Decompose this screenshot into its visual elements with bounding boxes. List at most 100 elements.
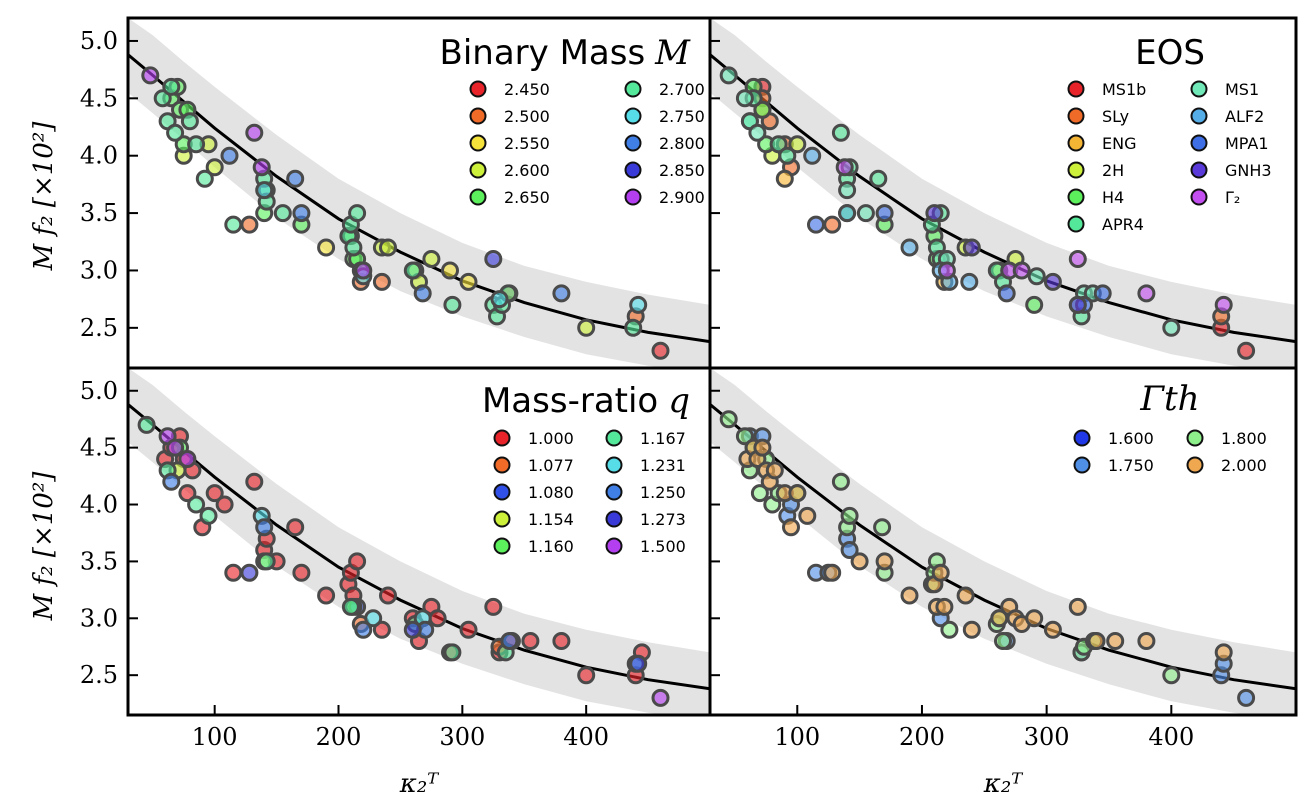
- data-point: [1068, 295, 1087, 314]
- data-point: [750, 484, 769, 503]
- data-point: [372, 620, 391, 639]
- scatter-points: [719, 66, 1256, 360]
- data-point: [441, 261, 459, 280]
- data-point: [245, 123, 264, 142]
- x-axis-label-right: κ₂ᵀ: [983, 769, 1023, 799]
- data-point: [719, 410, 738, 429]
- panel-frame: [708, 366, 1298, 717]
- data-point: [994, 632, 1012, 650]
- y-tick-label: 3.5: [80, 547, 118, 575]
- x-tick-label: 400: [1148, 723, 1194, 751]
- y-ticks: 2.5 3.0 3.5 4.0 4.5 5.0: [80, 27, 138, 342]
- legend-marker: [1067, 107, 1085, 125]
- data-point: [500, 632, 519, 650]
- data-point: [831, 123, 850, 142]
- data-point: [292, 563, 311, 582]
- scatter-points: [719, 410, 1256, 707]
- data-point: [807, 215, 825, 234]
- data-point: [1012, 261, 1031, 280]
- legend-label: ENG: [1102, 134, 1136, 153]
- data-point: [1068, 597, 1087, 616]
- y-ticks: 2.5 3.0 3.5 4.0 4.5 5.0: [80, 377, 138, 689]
- data-point: [1214, 295, 1233, 314]
- legend: 2.450 2.500 2.550 2.600 2.650 2.700 2.750 2.800…: [469, 80, 705, 207]
- x-tick-label: 200: [899, 723, 945, 751]
- data-point: [753, 438, 772, 457]
- legend-marker: [605, 456, 623, 474]
- confidence-band: [710, 368, 1296, 715]
- data-point: [956, 586, 975, 605]
- legend: 1.000 1.077 1.080 1.154 1.160 1.167 1.231 1.250…: [493, 429, 686, 556]
- data-point: [137, 415, 156, 434]
- data-point: [798, 506, 817, 525]
- data-point: [521, 632, 540, 650]
- legend-marker: [1067, 188, 1085, 206]
- data-point: [413, 284, 432, 303]
- data-point: [484, 250, 503, 268]
- legend-marker: [1190, 161, 1208, 179]
- y-tick-label: 5.0: [80, 377, 118, 405]
- data-point: [459, 272, 478, 291]
- data-point: [422, 250, 441, 268]
- legend-label: 1.750: [1108, 456, 1154, 475]
- data-point: [960, 272, 979, 291]
- scatter-points: [137, 415, 670, 707]
- panel-title: EOS: [1135, 33, 1205, 73]
- data-point: [1043, 272, 1062, 291]
- data-point: [364, 609, 383, 628]
- data-point: [850, 552, 869, 571]
- y-tick-label: 5.0: [80, 27, 118, 55]
- panel-title: Mass-ratio q: [482, 381, 690, 421]
- confidence-band: [710, 18, 1296, 368]
- legend-label: MPA1: [1225, 134, 1269, 153]
- legend-marker: [469, 161, 487, 179]
- data-point: [753, 100, 772, 119]
- panel-gamma-th: 100 200 300 400 Γth 1.600 1.750 1.800 2.000: [708, 366, 1298, 751]
- legend-label: 1.250: [640, 483, 686, 502]
- x-tick-label: 200: [316, 723, 362, 751]
- data-point: [782, 518, 800, 537]
- legend-marker: [1190, 134, 1208, 152]
- legend-marker: [1067, 134, 1085, 152]
- data-point: [372, 272, 391, 291]
- data-point: [443, 643, 462, 662]
- data-point: [178, 484, 197, 503]
- data-point: [166, 123, 185, 142]
- data-point: [354, 261, 373, 280]
- data-point: [257, 552, 276, 571]
- data-point: [840, 506, 859, 525]
- data-point: [823, 563, 842, 582]
- data-point: [1093, 284, 1112, 303]
- legend-label: 1.600: [1108, 429, 1154, 448]
- legend-marker: [1190, 107, 1208, 125]
- data-point: [1237, 688, 1256, 707]
- data-point: [875, 204, 894, 223]
- data-point: [778, 146, 797, 165]
- legend-marker: [624, 107, 642, 125]
- data-point: [735, 89, 754, 108]
- legend-label: 2.600: [504, 161, 550, 180]
- legend-label: 2.450: [504, 80, 550, 99]
- band-area: [710, 18, 1296, 368]
- data-point: [1087, 632, 1106, 650]
- legend-label: GNH3: [1225, 161, 1272, 180]
- legend-label: 1.273: [640, 510, 686, 529]
- x-tick-label: 100: [774, 723, 820, 751]
- data-point: [428, 609, 447, 628]
- data-point: [153, 89, 172, 108]
- data-point: [379, 238, 397, 257]
- x-tick-label: 300: [1024, 723, 1070, 751]
- data-point: [838, 204, 857, 223]
- legend-marker: [493, 510, 511, 528]
- legend-marker: [1073, 429, 1091, 447]
- y-tick-label: 3.0: [80, 604, 118, 632]
- y-tick-label: 3.0: [80, 256, 118, 284]
- data-point: [856, 204, 875, 223]
- legend-marker: [493, 456, 511, 474]
- legend-label: 2H: [1102, 161, 1124, 180]
- panel-title: Γth: [1139, 379, 1199, 419]
- data-point: [166, 438, 185, 457]
- data-point: [403, 620, 422, 639]
- x-ticks: 100 200 300 400: [192, 705, 609, 751]
- data-point: [195, 169, 214, 188]
